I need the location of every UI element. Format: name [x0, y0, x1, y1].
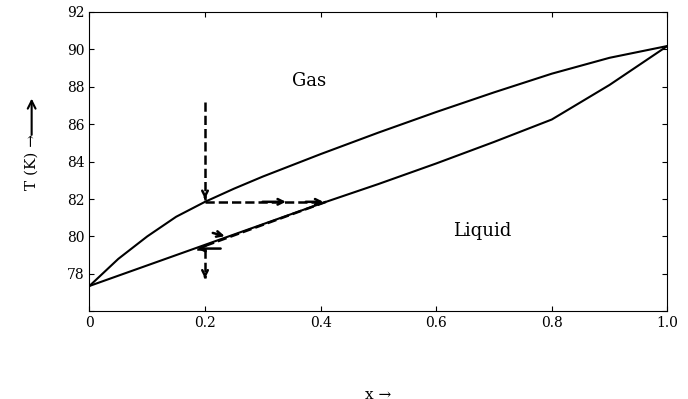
- Text: Gas: Gas: [292, 72, 326, 90]
- Text: Liquid: Liquid: [453, 222, 512, 240]
- Text: x →: x →: [365, 388, 391, 399]
- Text: T (K) →: T (K) →: [25, 134, 39, 190]
